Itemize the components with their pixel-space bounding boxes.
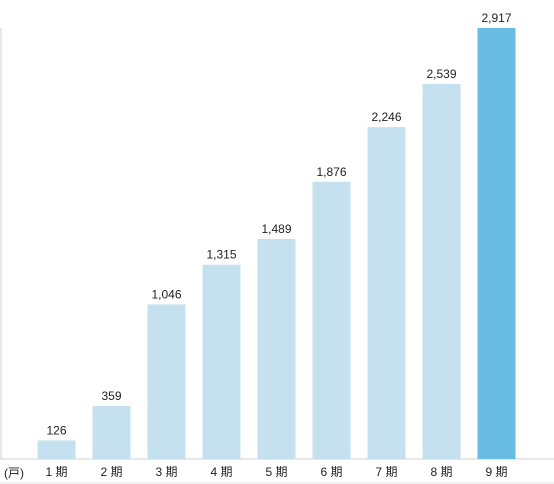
value-label-2: 359 [101,389,121,403]
category-label-9: 9 期 [485,465,507,479]
bars-group [37,28,516,460]
bar-2 [92,406,131,459]
bar-4 [202,264,241,459]
bar-3 [147,304,186,459]
value-label-9: 2,917 [481,11,511,25]
category-label-3: 3 期 [155,465,177,479]
y-unit-label: (戸) [4,466,24,480]
value-label-8: 2,539 [426,67,456,81]
bottom-divider [0,482,554,484]
category-label-2: 2 期 [100,465,122,479]
value-label-4: 1,315 [206,248,236,262]
bar-8 [422,83,461,460]
category-label-6: 6 期 [320,465,342,479]
bar-5 [257,239,296,459]
bar-1 [37,440,76,459]
value-label-1: 126 [46,423,66,437]
bar-6 [312,181,351,460]
value-label-3: 1,046 [151,287,181,301]
category-label-5: 5 期 [265,465,287,479]
value-label-6: 1,876 [316,165,346,179]
bar-7 [367,127,406,459]
category-label-1: 1 期 [45,465,67,479]
category-labels-group: 1 期 2 期 3 期 4 期 5 期 6 期 7 期 8 期 9 期 [45,465,507,479]
category-label-4: 4 期 [210,465,232,479]
bar-9 [477,28,516,459]
category-label-7: 7 期 [375,465,397,479]
category-label-8: 8 期 [430,465,452,479]
value-label-7: 2,246 [371,110,401,124]
value-labels-group: 126 359 1,046 1,315 1,489 1,876 2,246 2,539 2,91… [46,11,511,437]
value-label-5: 1,489 [261,222,291,236]
